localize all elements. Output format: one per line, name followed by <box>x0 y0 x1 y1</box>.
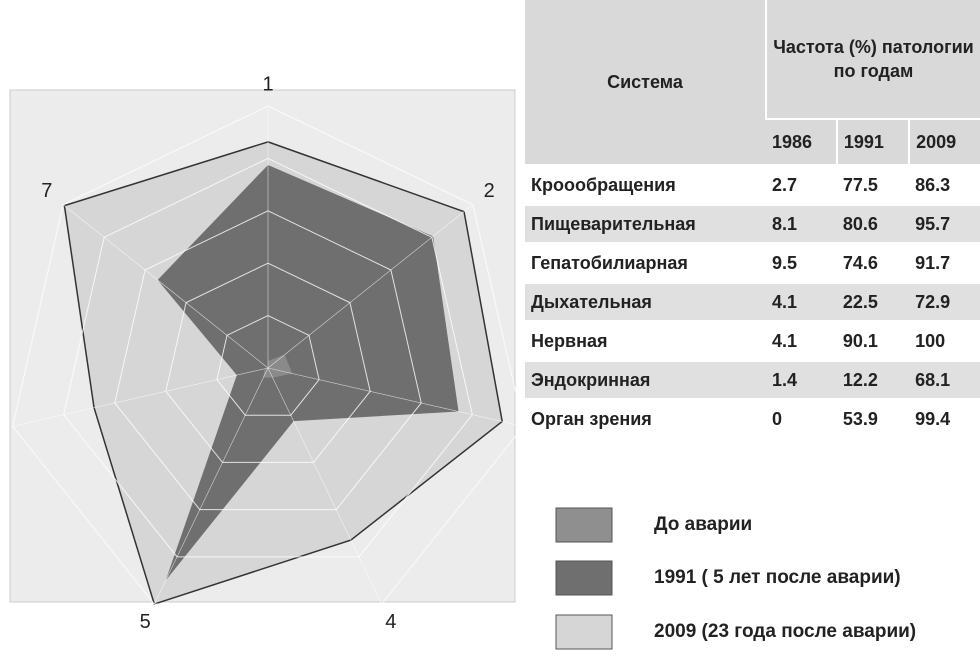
spoke <box>62 204 269 369</box>
value-cell: 77.5 <box>836 164 910 205</box>
legend-label: 2009 (23 года после аварии) <box>654 621 916 642</box>
spoke <box>267 204 474 369</box>
data-table: Система Частота (%) патологии по годам 1… <box>525 0 980 437</box>
value-cell: 22.5 <box>836 281 910 322</box>
system-name: Гепатобилиарная <box>525 242 766 283</box>
legend-swatch <box>555 614 613 650</box>
value-cell: 100 <box>909 320 980 361</box>
axis-label: 2 <box>484 180 495 202</box>
value-cell: 95.7 <box>909 203 980 244</box>
spoke <box>267 367 382 605</box>
table-row: Пищеварительная 8.1 80.6 95.7 <box>525 203 980 244</box>
legend-swatch <box>555 507 613 543</box>
legend-swatch <box>555 560 613 596</box>
value-cell: 53.9 <box>836 398 910 437</box>
table-row: Гепатобилиарная 9.5 74.6 91.7 <box>525 242 980 283</box>
value-cell: 80.6 <box>836 203 910 244</box>
header-frequency: Частота (%) патологии по годам <box>765 0 980 119</box>
value-cell: 1.4 <box>766 359 837 400</box>
legend-label: 1991 ( 5 лет после аварии) <box>654 567 901 588</box>
table-row: Кроообращения 2.7 77.5 86.3 <box>525 164 980 205</box>
system-name: Пищеварительная <box>525 203 766 244</box>
value-cell: 72.9 <box>909 281 980 322</box>
value-cell: 9.5 <box>766 242 837 283</box>
system-name: Нервная <box>525 320 766 361</box>
table-row: Эндокринная 1.4 12.2 68.1 <box>525 359 980 400</box>
grid-ring <box>63 157 473 558</box>
system-name: Эндокринная <box>525 359 766 400</box>
header-system: Система <box>525 0 766 166</box>
value-cell: 2.7 <box>766 164 837 205</box>
spoke <box>267 367 524 427</box>
system-name: Орган зрения <box>525 398 766 437</box>
legend-label: До аварии <box>654 514 752 535</box>
value-cell: 12.2 <box>836 359 910 400</box>
value-cell: 8.1 <box>766 203 837 244</box>
grid-ring <box>216 315 320 416</box>
system-name: Дыхательная <box>525 281 766 322</box>
axis-label: 1 <box>262 73 273 95</box>
value-cell: 91.7 <box>909 242 980 283</box>
spoke <box>154 367 269 605</box>
axis-label: 5 <box>140 611 151 633</box>
value-cell: 74.6 <box>836 242 910 283</box>
value-cell: 68.1 <box>909 359 980 400</box>
table-row: Орган зрения 0 53.9 99.4 <box>525 398 980 437</box>
table-row: Нервная 4.1 90.1 100 <box>525 320 980 361</box>
value-cell: 90.1 <box>836 320 910 361</box>
value-cell: 4.1 <box>766 320 837 361</box>
year-header: 1986 <box>766 118 837 166</box>
grid-ring <box>12 105 524 605</box>
system-name: Кроообращения <box>525 164 766 205</box>
grid-ring <box>165 262 371 463</box>
axis-label: 4 <box>385 611 396 633</box>
value-cell: 86.3 <box>909 164 980 205</box>
series-area <box>157 164 459 581</box>
value-cell: 4.1 <box>766 281 837 322</box>
value-cell: 99.4 <box>909 398 980 437</box>
axis-label: 7 <box>41 180 52 202</box>
value-cell: 0 <box>766 398 837 437</box>
year-header: 1991 <box>835 118 910 166</box>
grid-ring <box>114 210 422 511</box>
table-row: Дыхательная 4.1 22.5 72.9 <box>525 281 980 322</box>
year-header: 2009 <box>908 118 980 166</box>
spoke <box>12 367 269 427</box>
